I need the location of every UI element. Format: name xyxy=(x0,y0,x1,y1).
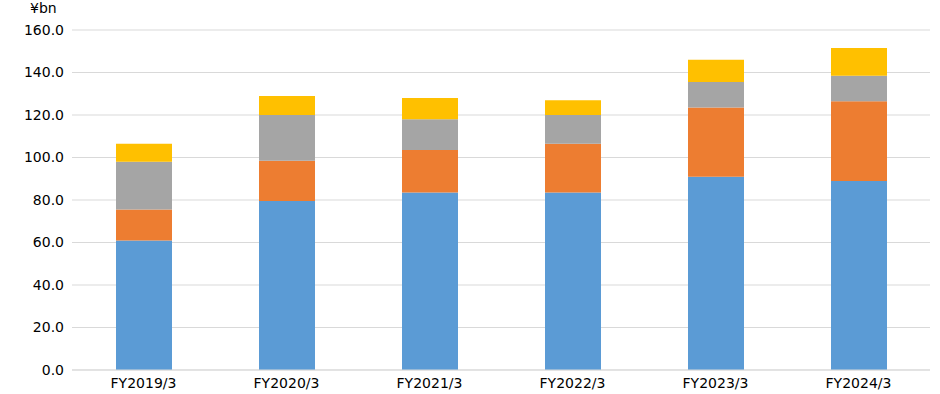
svg-text:FY2020/3: FY2020/3 xyxy=(254,375,320,391)
html-text:¥bn: ¥bn xyxy=(30,0,57,16)
svg-text:60.0: 60.0 xyxy=(33,234,64,250)
svg-text:160.0: 160.0 xyxy=(24,22,64,38)
svg-text:120.0: 120.0 xyxy=(24,107,64,123)
svg-text:FY2023/3: FY2023/3 xyxy=(683,375,749,391)
svg-text:20.0: 20.0 xyxy=(33,319,64,335)
svg-text:FY2019/3: FY2019/3 xyxy=(111,375,177,391)
svg-text:80.0: 80.0 xyxy=(33,192,64,208)
svg-text:40.0: 40.0 xyxy=(33,277,64,293)
svg-text:0.0: 0.0 xyxy=(42,362,64,378)
svg-text:140.0: 140.0 xyxy=(24,64,64,80)
svg-text:FY2022/3: FY2022/3 xyxy=(540,375,606,391)
svg-text:FY2021/3: FY2021/3 xyxy=(397,375,463,391)
svg-text:100.0: 100.0 xyxy=(24,149,64,165)
svg-text:FY2024/3: FY2024/3 xyxy=(826,375,892,391)
